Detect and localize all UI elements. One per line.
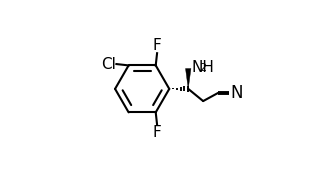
Text: Cl: Cl (101, 56, 116, 72)
Text: F: F (153, 37, 162, 52)
Text: 2: 2 (200, 63, 207, 73)
Text: F: F (153, 125, 162, 140)
Polygon shape (186, 69, 191, 89)
Text: N: N (230, 84, 243, 102)
Text: NH: NH (192, 60, 215, 75)
